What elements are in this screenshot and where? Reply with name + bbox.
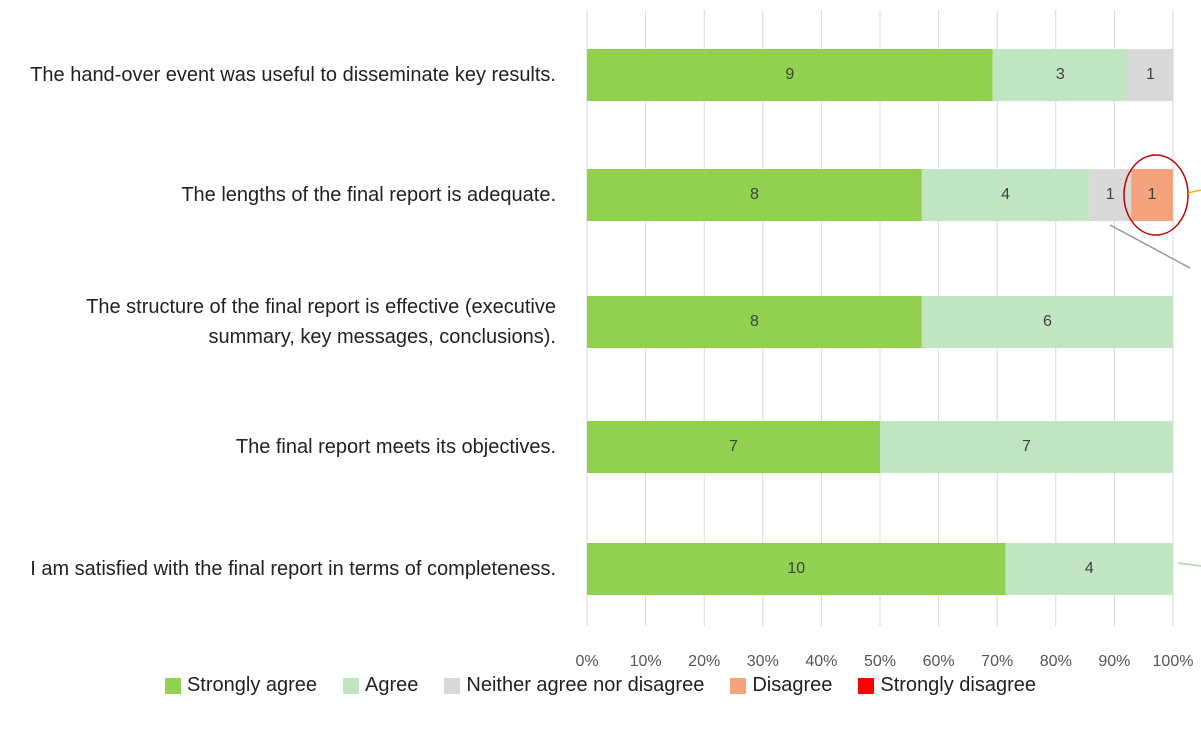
data-label: 1 [1146,66,1155,83]
legend-item: Strongly agree [164,674,318,697]
x-tick-label: 90% [1098,653,1130,670]
legend-swatch [858,677,875,694]
category-label: The final report meets its objectives. [235,436,556,458]
x-tick-label: 20% [688,653,720,670]
x-tick-label: 60% [923,653,955,670]
bar-segment [1005,543,1173,595]
data-label: 3 [1056,66,1065,83]
legend-label: Disagree [752,674,833,696]
data-label: 7 [729,438,738,455]
data-label: 7 [1022,438,1031,455]
legend-label: Strongly disagree [880,674,1037,696]
legend-swatch [730,677,747,694]
x-tick-label: 40% [805,653,837,670]
data-label: 8 [750,186,759,203]
bar-segment [587,169,922,221]
data-label: 6 [1043,313,1052,330]
legend-item: Disagree [730,674,832,697]
category-label: I am satisfied with the final report in … [30,558,556,580]
legend-label: Strongly agree [186,674,318,696]
data-label: 8 [750,313,759,330]
legend-swatch [164,677,181,694]
bar-segment [587,296,922,348]
bar-segment [587,421,880,473]
bar-segment [1131,169,1173,221]
bar-segment [921,296,1173,348]
data-label: 10 [787,560,805,577]
x-tick-label: 10% [630,653,662,670]
data-label: 9 [785,66,794,83]
bar-segment [921,169,1090,221]
x-tick-label: 100% [1153,653,1194,670]
bar-segment [587,49,993,101]
legend-item: Agree [343,674,418,697]
data-label: 4 [1085,560,1094,577]
category-label: The lengths of the final report is adequ… [181,184,556,206]
bar-segment [1127,49,1173,101]
leader-line [1187,189,1201,194]
data-label: 1 [1148,186,1157,203]
legend-item: Neither agree nor disagree [444,674,704,697]
x-tick-label: 50% [864,653,896,670]
leader-line [1109,224,1191,269]
data-label: 4 [1001,186,1010,203]
legend-label: Neither agree nor disagree [466,674,705,696]
x-tick-label: 80% [1040,653,1072,670]
legend-swatch [444,677,461,694]
legend-item: Strongly disagree [858,674,1036,697]
category-label: The hand-over event was useful to dissem… [30,64,556,86]
category-label: The structure of the final report is eff… [86,296,556,348]
x-tick-label: 0% [575,653,598,670]
legend-swatch [343,677,360,694]
highlight-circle [1123,154,1189,236]
bar-segment [587,543,1006,595]
legend-label: Agree [365,674,419,696]
bar-segment [880,421,1173,473]
x-tick-label: 70% [981,653,1013,670]
data-label: 1 [1106,186,1115,203]
bar-segment [992,49,1128,101]
legend: Strongly agree Agree Neither agree nor dis… [0,674,1201,697]
leader-line [1177,562,1201,567]
x-tick-label: 30% [747,653,779,670]
